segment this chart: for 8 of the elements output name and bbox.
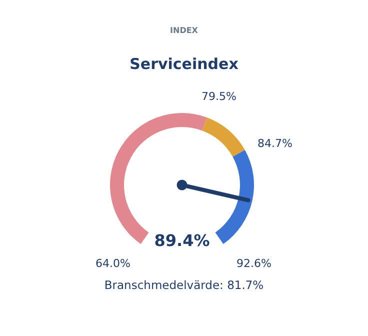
slice-label: 92.6% xyxy=(236,257,272,270)
slice-label: 79.5% xyxy=(202,90,236,103)
chart-subtitle: INDEX xyxy=(170,26,199,35)
text: 64.0% xyxy=(96,257,130,270)
text: 89.4% xyxy=(154,231,210,250)
slice-label: 84.7% xyxy=(258,137,292,150)
text: Branschmedelvärde: 81.7% xyxy=(104,278,264,292)
chart-title: Serviceindex xyxy=(130,55,239,73)
